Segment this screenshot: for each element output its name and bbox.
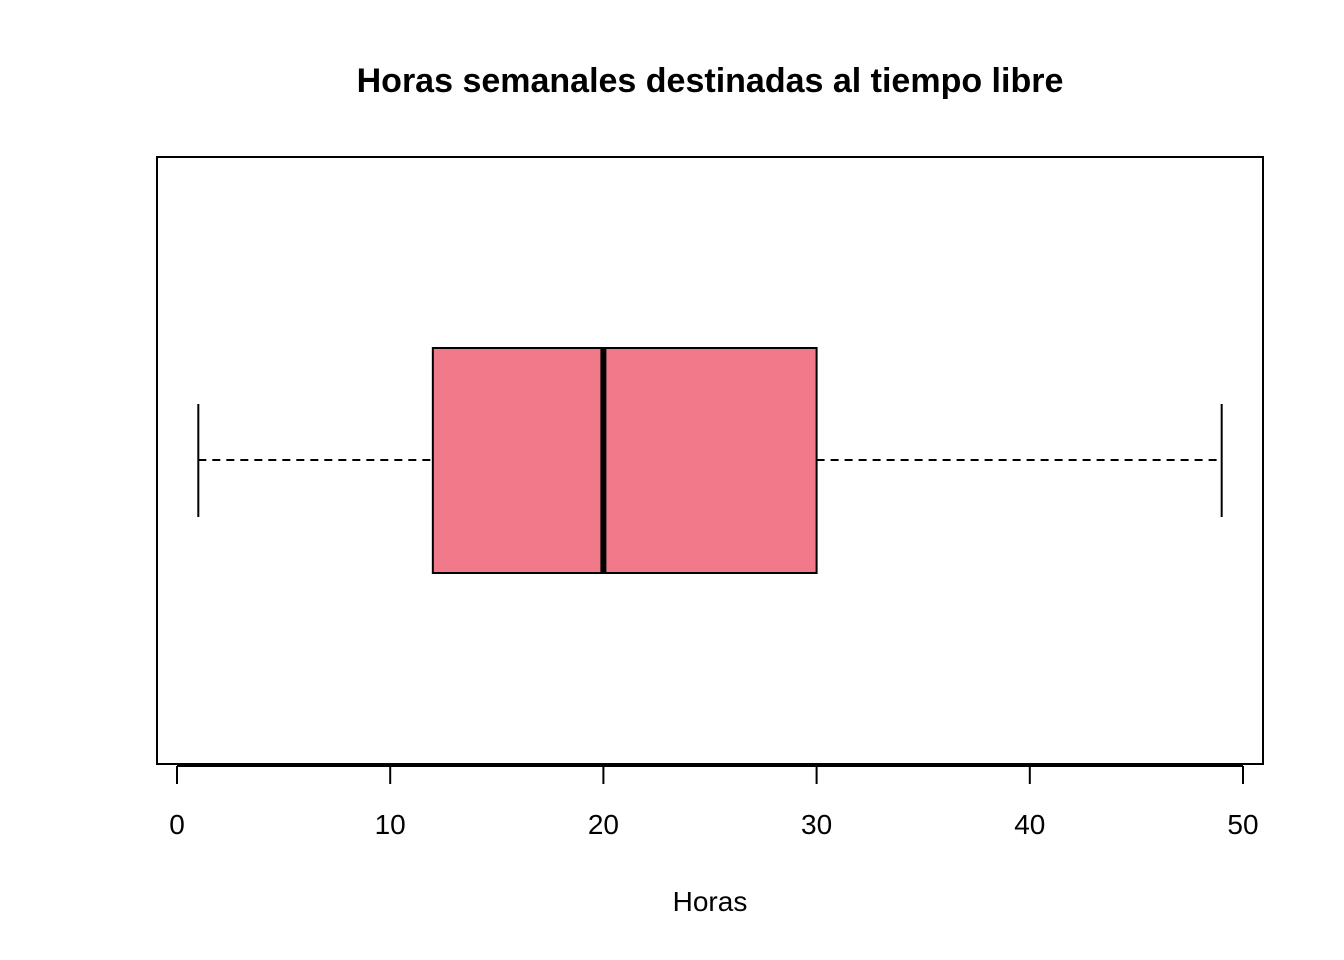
x-tick-label: 50	[1227, 809, 1258, 840]
boxplot	[197, 347, 1223, 574]
x-axis-label: Horas	[673, 886, 748, 917]
x-tick-label: 10	[375, 809, 406, 840]
x-tick-label: 30	[801, 809, 832, 840]
chart-title: Horas semanales destinadas al tiempo lib…	[357, 62, 1064, 100]
x-tick-label: 0	[169, 809, 185, 840]
interquartile-box	[431, 347, 818, 574]
x-axis: 0 10 20 30 40 50	[169, 765, 1259, 840]
x-tick-label: 40	[1014, 809, 1045, 840]
plot-frame	[156, 156, 1264, 765]
x-tick-label: 20	[588, 809, 619, 840]
